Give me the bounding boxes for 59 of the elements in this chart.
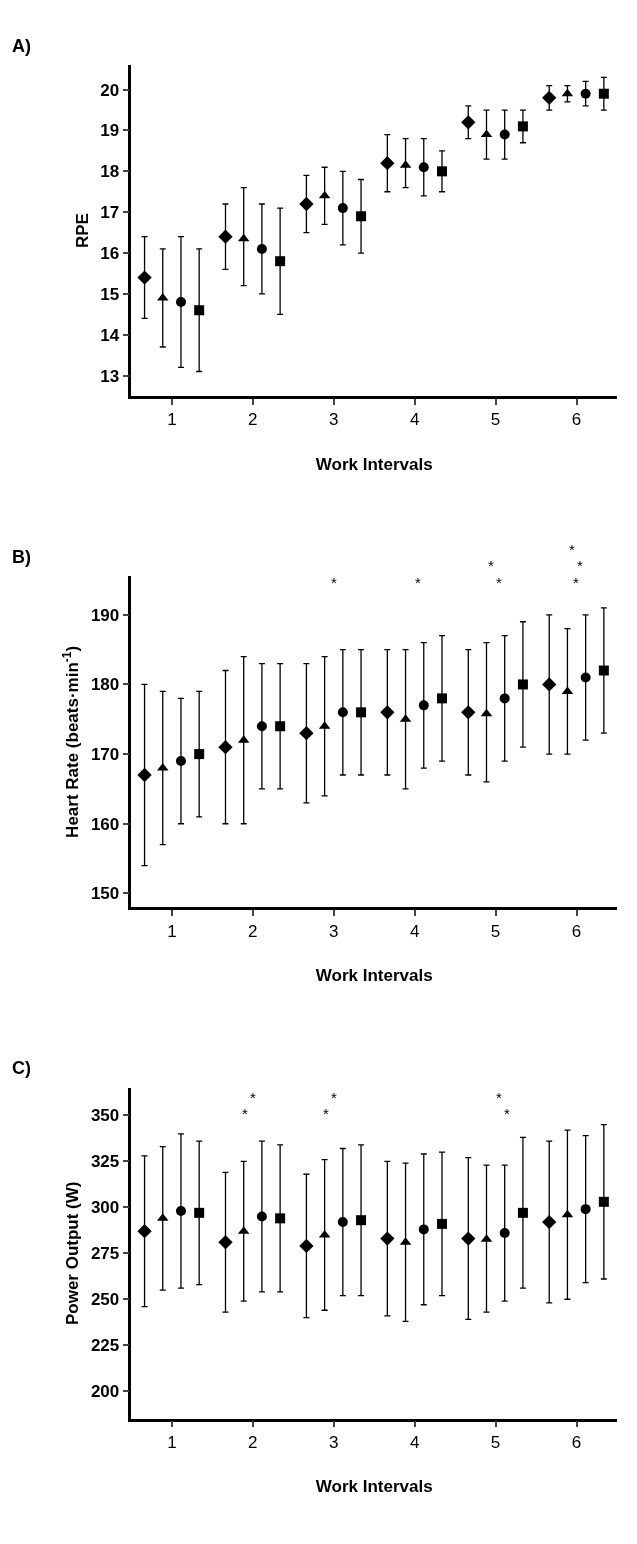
annotation: * [496, 574, 502, 591]
x-tick-label: 3 [329, 1432, 339, 1452]
chart-title: A) [12, 36, 31, 56]
annotation: * [250, 1089, 256, 1106]
chart-title: C) [12, 1058, 31, 1078]
text: * [488, 557, 494, 574]
text: * [577, 557, 583, 574]
x-tick-label: 2 [248, 410, 258, 430]
x-tick-label: 5 [490, 921, 501, 941]
x-axis-title: Work Intervals [315, 1477, 433, 1497]
x-tick-label: 1 [167, 921, 177, 941]
x-tick-label: 5 [490, 410, 501, 430]
x-tick-label: 5 [490, 1432, 501, 1452]
y-tick-label: 250 [90, 1290, 120, 1310]
y-tick-label: 350 [90, 1106, 120, 1126]
x-tick-label: 4 [409, 410, 420, 430]
y-tick-label: 180 [90, 675, 120, 695]
annotation: * [573, 574, 579, 591]
y-tick-label: 17 [100, 203, 120, 223]
y-axis-title: Power Output (W) [63, 1181, 83, 1326]
x-tick-label: 3 [329, 921, 339, 941]
annotation: * [331, 1089, 337, 1106]
x-tick-label: 4 [409, 1432, 420, 1452]
y-tick-label: 15 [100, 284, 120, 304]
y-tick-label: 275 [90, 1244, 120, 1264]
y-tick-label: 325 [90, 1152, 120, 1172]
x-tick-label: 2 [248, 921, 258, 941]
annotation: * [331, 574, 337, 591]
y-tick-label: 190 [90, 605, 120, 625]
y-tick-label: 14 [100, 325, 120, 345]
y-tick-label: 150 [90, 884, 120, 904]
y-tick-label: 200 [90, 1382, 120, 1402]
x-tick-label: 2 [248, 1432, 258, 1452]
x-tick-label: 1 [167, 1432, 177, 1452]
annotation: * [242, 1105, 248, 1122]
y-tick-label: 16 [100, 243, 120, 263]
x-tick-label: 6 [571, 921, 582, 941]
y-tick-label: 19 [100, 121, 120, 141]
y-tick-label: 18 [100, 162, 120, 182]
annotation: * [504, 1105, 510, 1122]
text: * [569, 541, 575, 558]
y-tick-label: 20 [100, 80, 120, 100]
x-tick-label: 4 [409, 921, 420, 941]
x-tick-label: 6 [571, 1432, 582, 1452]
annotation: * [323, 1105, 329, 1122]
y-tick-label: 13 [100, 366, 120, 386]
x-tick-label: 6 [571, 410, 582, 430]
annotation: * [496, 1089, 502, 1106]
y-tick-label: 225 [90, 1336, 120, 1356]
x-axis-title: Work Intervals [315, 965, 433, 985]
x-tick-label: 1 [167, 410, 177, 430]
chart-title: B) [12, 547, 31, 567]
x-tick-label: 3 [329, 410, 339, 430]
annotation: * [415, 574, 421, 591]
y-axis-title: RPE [72, 213, 92, 249]
x-axis-title: Work Intervals [315, 454, 433, 474]
y-tick-label: 170 [90, 745, 120, 765]
y-tick-label: 160 [90, 814, 120, 834]
y-tick-label: 300 [90, 1198, 120, 1218]
